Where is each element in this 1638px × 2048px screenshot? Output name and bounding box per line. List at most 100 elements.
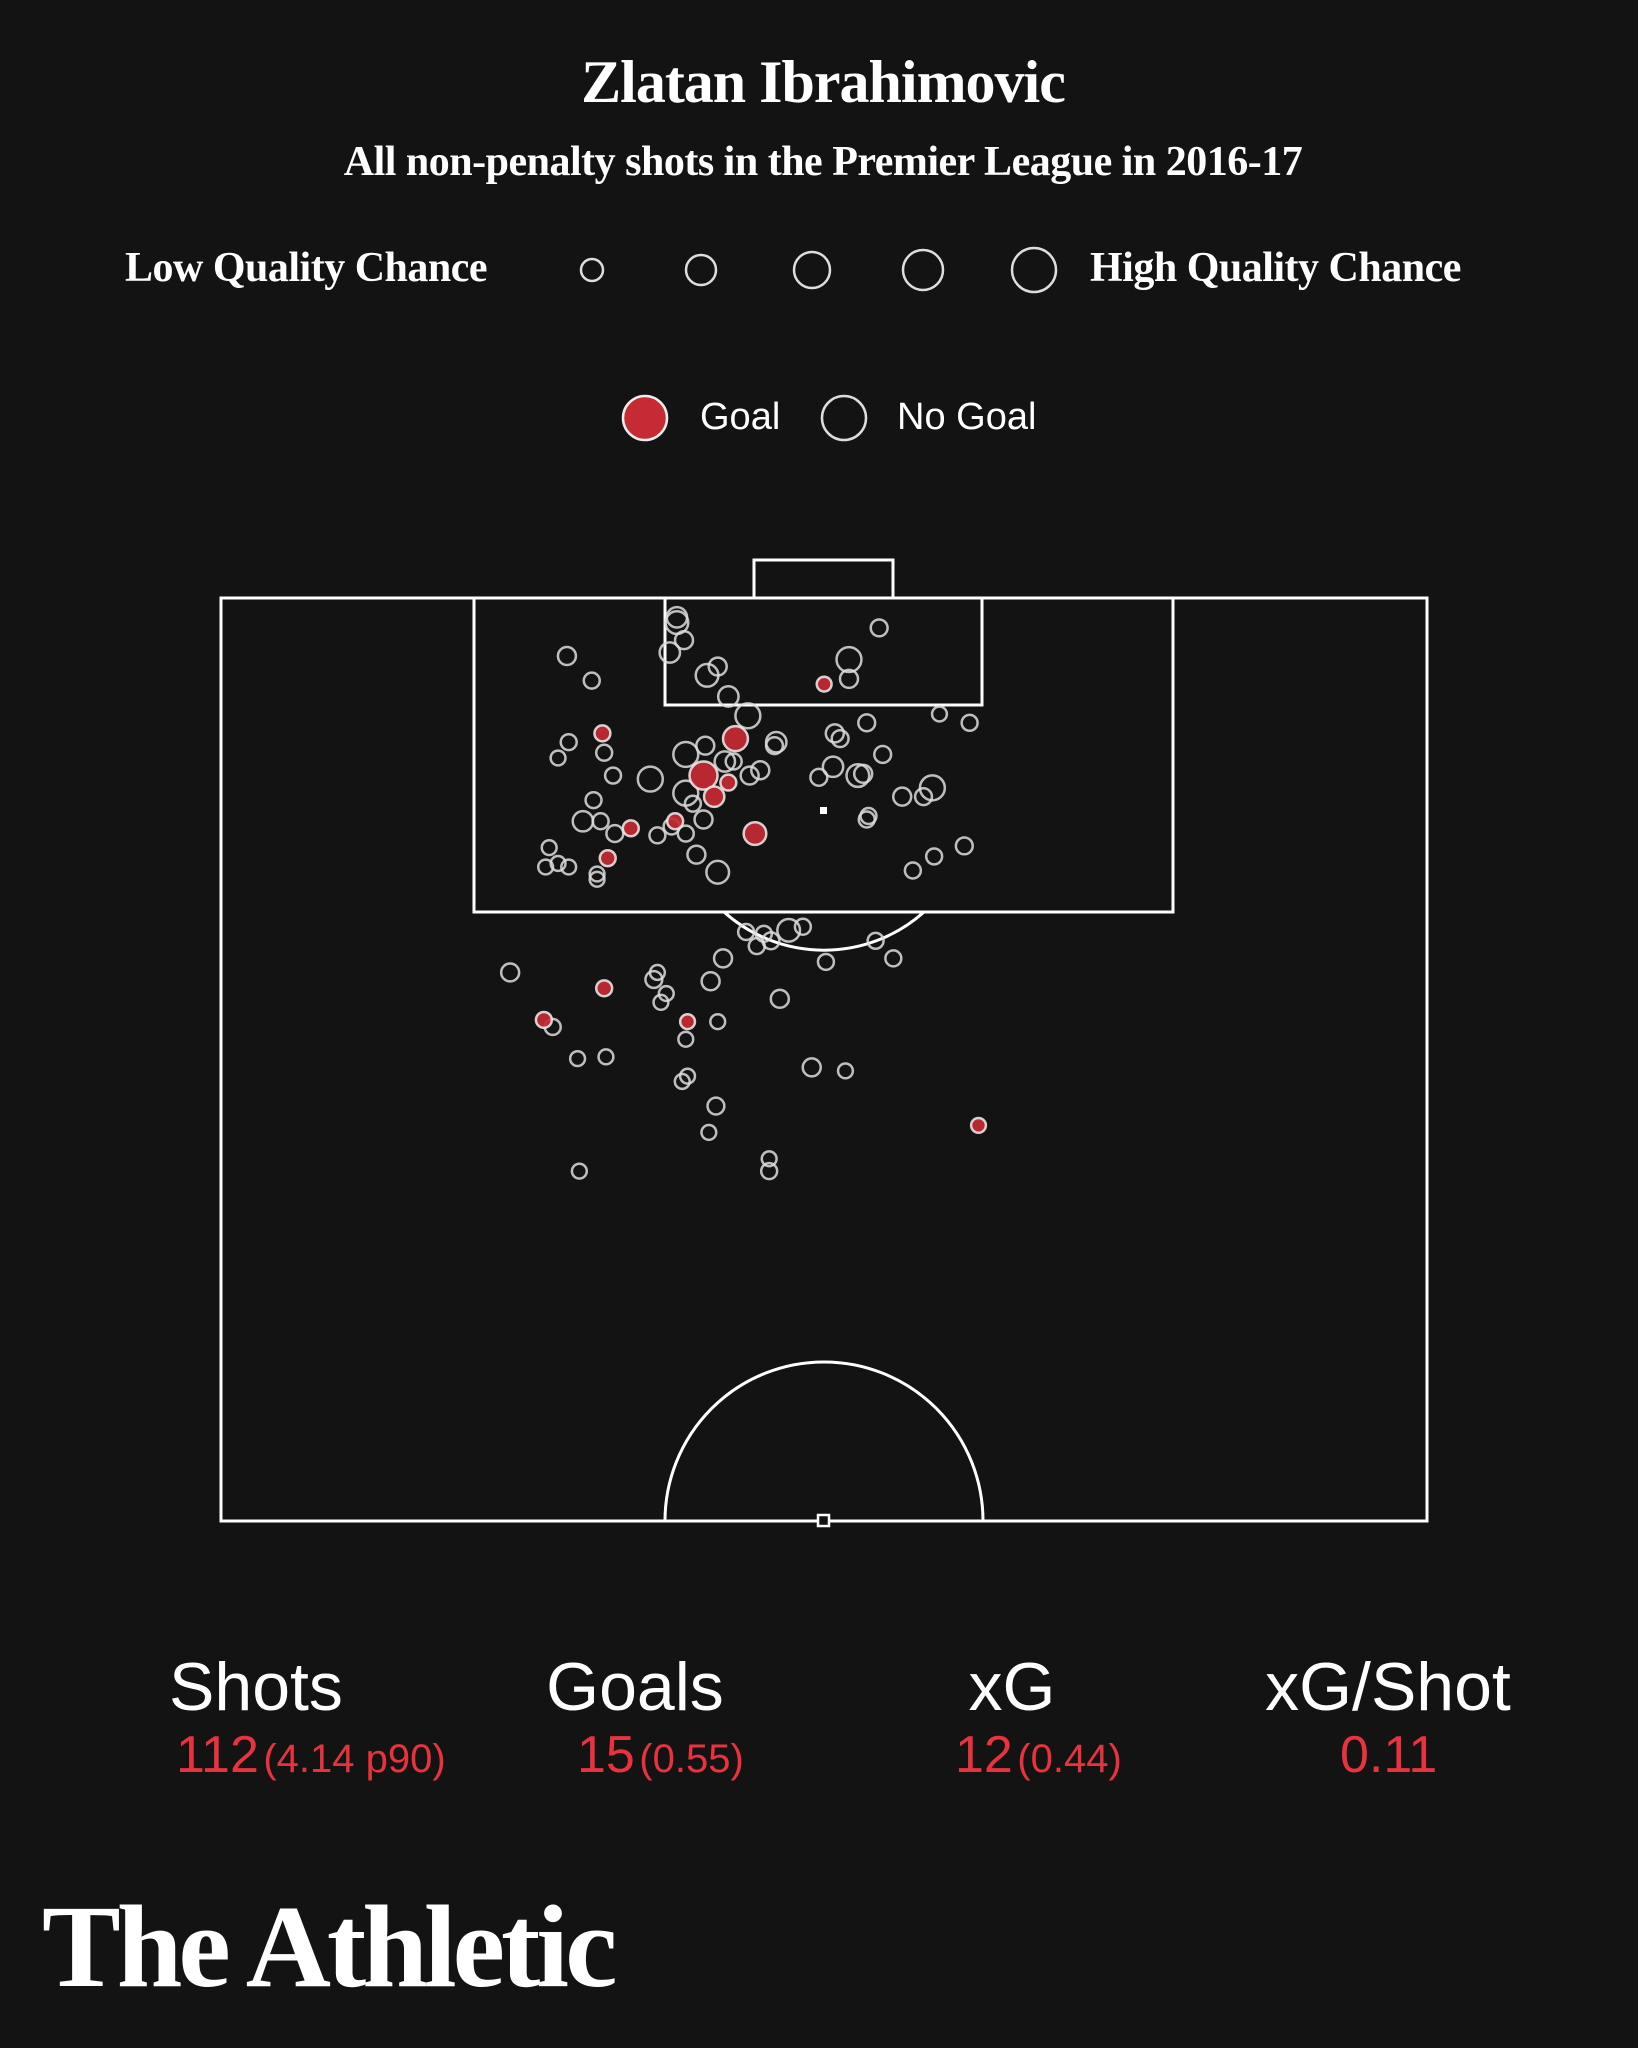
size-legend <box>579 246 1058 294</box>
shot-no-goal-marker <box>816 952 836 972</box>
size-legend-circle-4 <box>901 248 945 292</box>
shot-no-goal-marker <box>603 766 623 785</box>
shot-no-goal-marker <box>700 971 721 992</box>
shot-goal-marker <box>593 724 612 743</box>
stat-goals-number: 15 <box>577 1726 635 1784</box>
shot-no-goal-marker <box>830 728 850 749</box>
shot-no-goal-marker <box>591 812 610 831</box>
shot-no-goal-marker <box>693 809 714 830</box>
the-athletic-logo: The Athletic <box>42 1881 617 2012</box>
shot-goal-marker <box>742 821 768 847</box>
shot-no-goal-marker <box>678 1067 697 1085</box>
legend-goal-marker <box>621 394 669 442</box>
shot-no-goal-marker <box>960 713 979 733</box>
shot-no-goal-marker <box>570 1162 589 1180</box>
shot-no-goal-marker <box>705 859 731 885</box>
shot-no-goal-marker <box>769 988 791 1010</box>
shot-no-goal-marker <box>857 810 876 829</box>
shot-goal-marker <box>678 1013 697 1031</box>
shot-no-goal-marker <box>568 1049 587 1068</box>
shot-no-goal-marker <box>636 765 665 793</box>
shot-no-goal-marker <box>559 732 578 752</box>
shot-no-goal-marker <box>536 858 555 876</box>
shot-no-goal-marker <box>793 917 813 936</box>
shot-no-goal-marker <box>683 794 703 813</box>
penalty-spot <box>820 807 827 814</box>
shot-no-goal-marker <box>584 790 603 810</box>
shot-no-goal-marker <box>571 809 595 833</box>
shot-goal-marker <box>719 773 738 792</box>
shot-no-goal-marker <box>809 767 829 787</box>
shot-goal-marker <box>598 848 617 868</box>
shot-no-goal-marker <box>540 838 558 857</box>
shot-goal-marker <box>815 675 833 693</box>
shot-no-goal-marker <box>648 826 667 845</box>
shot-no-goal-marker <box>707 656 728 677</box>
shot-no-goal-marker <box>750 760 771 781</box>
stat-xg-per-shot-number: 0.11 <box>1340 1726 1438 1784</box>
shot-no-goal-marker <box>713 750 737 773</box>
center-circle <box>663 1360 985 1522</box>
shot-no-goal-marker <box>759 1161 779 1181</box>
shot-no-goal-marker <box>913 786 934 807</box>
shot-no-goal-marker <box>764 736 785 756</box>
stat-xg-label: xG <box>968 1649 1056 1725</box>
size-legend-circle-2 <box>684 253 718 287</box>
shot-no-goal-marker <box>736 922 756 942</box>
pitch <box>219 558 1429 1528</box>
size-legend-circle-3 <box>792 250 832 290</box>
shot-goal-marker <box>534 1010 554 1030</box>
shot-no-goal-marker <box>903 861 923 880</box>
shot-no-goal-marker <box>549 749 567 767</box>
shot-no-goal-marker <box>954 836 974 856</box>
shot-no-goal-marker <box>845 762 871 789</box>
pitch-outline <box>219 596 1429 1523</box>
shot-no-goal-marker <box>560 858 578 876</box>
shot-goal-marker <box>721 724 750 753</box>
shot-no-goal-marker <box>582 671 601 690</box>
shot-goal-marker <box>621 819 641 838</box>
shots-layer <box>499 605 988 1181</box>
shot-no-goal-marker <box>556 645 578 667</box>
shot-no-goal-marker <box>499 962 521 983</box>
shot-goal-marker <box>594 979 614 998</box>
shot-no-goal-marker <box>673 629 695 651</box>
shot-no-goal-marker <box>801 1057 822 1078</box>
stat-shots-number: 112 <box>176 1726 259 1784</box>
shot-no-goal-marker <box>652 993 670 1011</box>
shot-no-goal-marker <box>852 763 874 785</box>
shot-no-goal-marker <box>686 844 707 865</box>
size-legend-circle-1 <box>579 257 605 283</box>
shot-no-goal-marker <box>706 1096 726 1116</box>
shot-no-goal-marker <box>695 735 716 756</box>
shot-no-goal-marker <box>549 854 567 873</box>
shot-no-goal-marker <box>760 1150 778 1168</box>
shot-no-goal-marker <box>605 823 625 844</box>
shot-goal-marker <box>702 785 726 809</box>
stat-shots-detail: (4.14 p90) <box>263 1737 446 1781</box>
shot-no-goal-marker <box>588 865 606 883</box>
shot-goal-marker <box>688 760 719 791</box>
shot-no-goal-marker <box>884 949 903 968</box>
legend-no-goal-marker <box>820 394 868 442</box>
shot-no-goal-marker <box>891 786 913 807</box>
shot-goal-marker <box>969 1116 988 1135</box>
shot-no-goal-marker <box>857 713 877 733</box>
chart-title: Zlatan Ibrahimovic <box>581 49 1066 115</box>
stat-shots-label: Shots <box>169 1649 343 1725</box>
shot-no-goal-marker <box>835 645 863 674</box>
shot-no-goal-marker <box>594 743 614 762</box>
stat-xg-value: 12 (0.44) <box>955 1725 1122 1785</box>
shot-no-goal-marker <box>838 668 860 690</box>
shot-no-goal-marker <box>734 702 762 730</box>
stat-xg-per-shot-label: xG/Shot <box>1265 1649 1511 1725</box>
shot-goal-marker <box>665 812 685 831</box>
stat-xg-number: 12 <box>955 1726 1013 1784</box>
shot-no-goal-marker <box>924 847 944 866</box>
stat-goals-label: Goals <box>546 1649 724 1725</box>
goal <box>752 558 895 600</box>
shot-no-goal-marker <box>836 1062 855 1080</box>
shot-no-goal-marker <box>644 969 664 990</box>
shot-no-goal-marker <box>869 618 889 638</box>
